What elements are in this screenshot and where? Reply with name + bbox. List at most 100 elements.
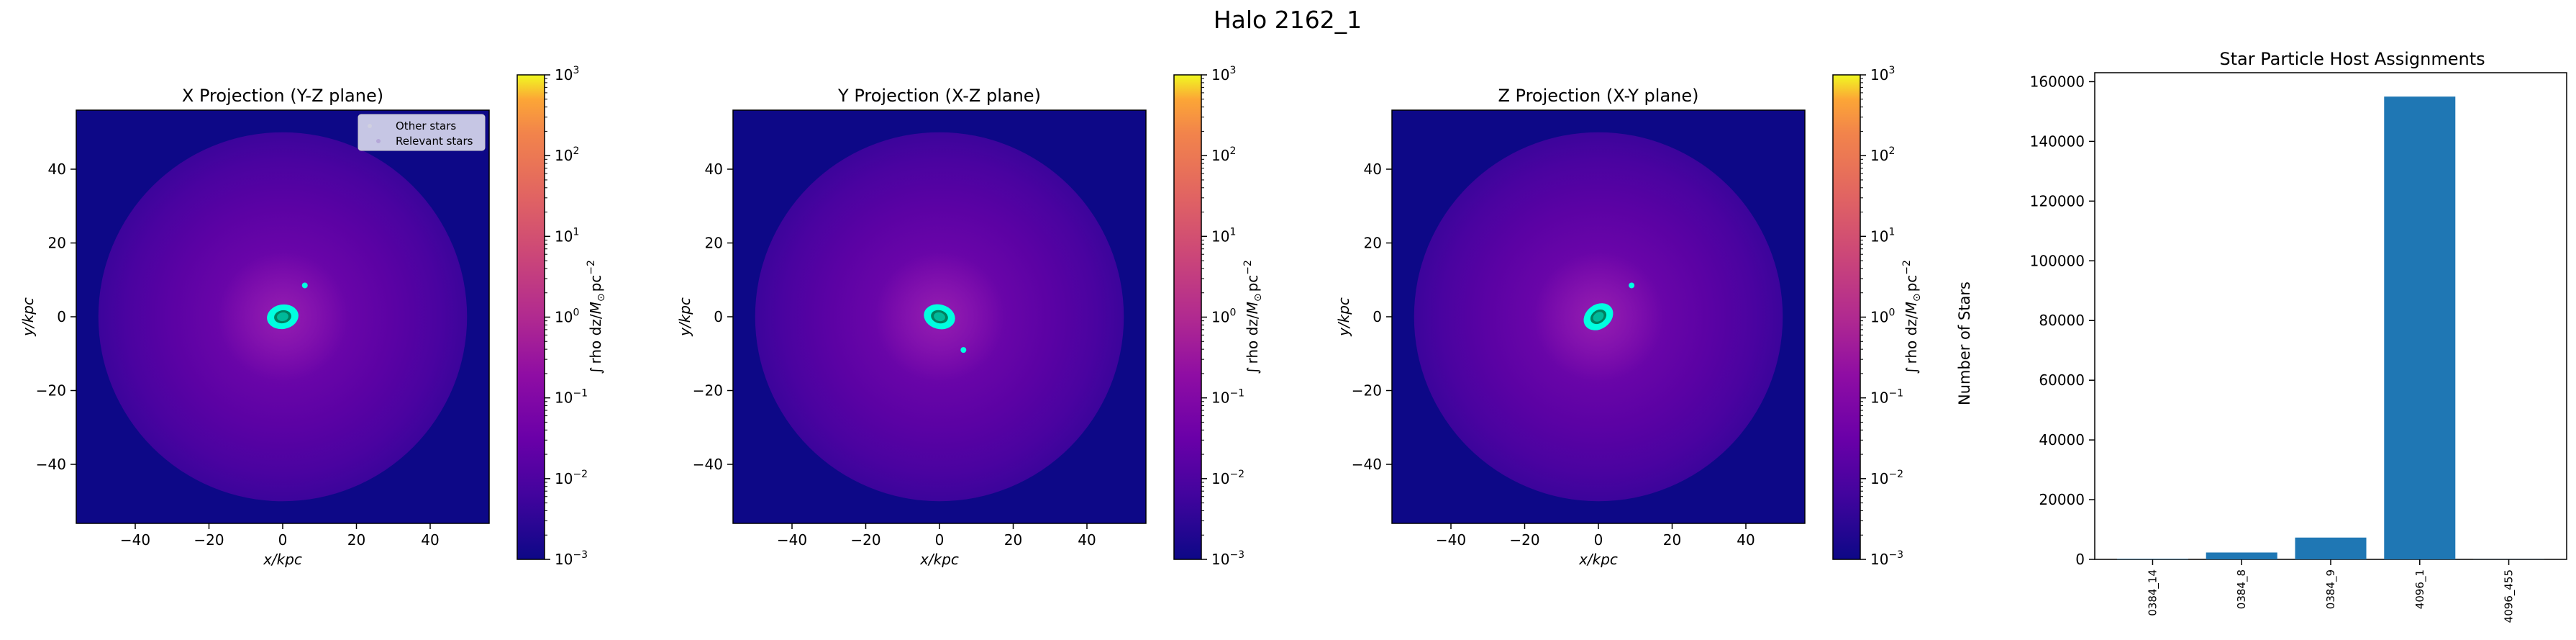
colorbar-label-part: M bbox=[1244, 302, 1261, 314]
other-stars-core bbox=[931, 310, 948, 324]
bar-x-tick-label: 0384_14 bbox=[2146, 569, 2159, 616]
x-axis-label: x/kpc bbox=[1578, 551, 1618, 568]
colorbar-tick-exponent: 1 bbox=[1229, 226, 1236, 238]
x-tick-label: −40 bbox=[120, 531, 150, 549]
colorbar-tick-base: 10 bbox=[1870, 309, 1888, 326]
colorbar-tick-base: 10 bbox=[1870, 551, 1888, 568]
colorbar-label-part: ∫ bbox=[1903, 367, 1920, 374]
y-tick-label: −40 bbox=[36, 456, 66, 473]
colorbar-label-part: pc bbox=[1903, 275, 1920, 292]
x-tick-label: 40 bbox=[1737, 531, 1754, 549]
colorbar-tick-label: 100 bbox=[1211, 307, 1236, 326]
y-axis-label: y/kpc bbox=[19, 297, 37, 337]
colorbar-tick-base: 10 bbox=[555, 389, 573, 407]
bar-marks: 0384_14 0384_8 0384_9 4096_1 4096_455 0 20000 4… bbox=[2030, 72, 2567, 623]
bar-chart: Star Particle Host Assignments Number of… bbox=[1956, 49, 2567, 623]
legend-label-other: Other stars bbox=[396, 120, 456, 132]
panel-title: Y Projection (X-Z plane) bbox=[837, 86, 1041, 106]
relevant-stars-core bbox=[1593, 312, 1604, 322]
other-stars-core bbox=[274, 310, 291, 324]
y-tick-label: −20 bbox=[693, 382, 723, 400]
colorbar-tick-label: 101 bbox=[1211, 226, 1236, 245]
colorbar-tick-base: 10 bbox=[555, 309, 573, 326]
colorbar-tick-label: 10−1 bbox=[1211, 388, 1244, 407]
colorbar-tick-label: 10−1 bbox=[555, 388, 588, 407]
other-stars-core bbox=[1590, 309, 1607, 325]
bar-y-tick-label: 20000 bbox=[2039, 491, 2085, 508]
colorbar-tick-exponent: −3 bbox=[1229, 549, 1244, 561]
colorbar-tick-base: 10 bbox=[1211, 470, 1229, 487]
colorbar-tick-base: 10 bbox=[1870, 470, 1888, 487]
bar-x-tick-label: 4096_1 bbox=[2413, 569, 2427, 609]
colorbar-tick-base: 10 bbox=[555, 227, 573, 245]
colorbar-tick-label: 103 bbox=[1211, 65, 1236, 84]
colorbar-tick-exponent: 3 bbox=[1229, 65, 1236, 76]
colorbar-tick-label: 102 bbox=[1211, 145, 1236, 164]
colorbar-tick-base: 10 bbox=[1211, 66, 1229, 84]
colorbar-tick-exponent: 1 bbox=[573, 226, 579, 238]
x-tick-label: 0 bbox=[935, 531, 945, 549]
colorbar-label-part: pc bbox=[587, 275, 604, 292]
colorbar-tick-label: 10−3 bbox=[555, 549, 588, 568]
colorbar-tick-label: 102 bbox=[1870, 145, 1895, 164]
colorbar-label-part: ∫ bbox=[587, 367, 604, 374]
colorbar-tick-base: 10 bbox=[555, 470, 573, 487]
bar-0384_8 bbox=[2206, 552, 2277, 559]
colorbar-label: ∫ rho dz/M⊙pc−2 bbox=[1242, 260, 1264, 374]
colorbar-tick-label: 10−3 bbox=[1211, 549, 1244, 568]
x-tick-label: 0 bbox=[278, 531, 288, 549]
bar-y-tick-label: 0 bbox=[2075, 551, 2085, 568]
satellite-star bbox=[960, 347, 967, 353]
colorbar-label-part: rho dz/ bbox=[587, 314, 604, 364]
bar-y-tick-label: 40000 bbox=[2039, 431, 2085, 449]
colorbar-label-part: ⊙ bbox=[1252, 293, 1264, 302]
bar-x-tick-label: 4096_455 bbox=[2503, 569, 2516, 623]
legend-label-relevant: Relevant stars bbox=[396, 135, 473, 148]
colorbar-tick-exponent: 0 bbox=[1888, 307, 1895, 319]
bar-chart-title: Star Particle Host Assignments bbox=[2219, 49, 2485, 69]
x-tick-label: 40 bbox=[1078, 531, 1096, 549]
y-tick-label: 20 bbox=[1364, 235, 1382, 252]
colorbar-tick-label: 10−1 bbox=[1870, 388, 1903, 407]
colorbar-tick-label: 10−2 bbox=[555, 469, 588, 487]
colorbar-label-part: −2 bbox=[1901, 260, 1913, 275]
colorbar-tick-base: 10 bbox=[1211, 227, 1229, 245]
bar-y-tick-label: 140000 bbox=[2030, 132, 2085, 150]
bar-0384_9 bbox=[2295, 537, 2367, 559]
colorbar-tick-label: 102 bbox=[555, 145, 579, 164]
colorbar-tick-label: 10−3 bbox=[1870, 549, 1903, 568]
colorbar-tick-exponent: −2 bbox=[1888, 469, 1903, 480]
bar-y-tick-label: 120000 bbox=[2030, 192, 2085, 209]
colorbar-label-part: ∫ bbox=[1244, 367, 1261, 374]
legend-marker-relevant bbox=[376, 139, 381, 143]
colorbar-tick-exponent: 3 bbox=[573, 65, 579, 76]
colorbar-label-part: ⊙ bbox=[596, 293, 607, 302]
x-tick-label: −20 bbox=[850, 531, 880, 549]
y-axis-label: y/kpc bbox=[676, 297, 693, 337]
y-tick-label: 40 bbox=[1364, 161, 1382, 178]
colorbar-tick-base: 10 bbox=[555, 147, 573, 164]
y-tick-label: 40 bbox=[48, 161, 66, 178]
colorbar-label-part: ⊙ bbox=[1911, 293, 1923, 302]
x-tick-label: −20 bbox=[1509, 531, 1539, 549]
colorbar-tick-base: 10 bbox=[1211, 389, 1229, 407]
y-tick-label: −40 bbox=[1352, 456, 1382, 473]
bar-axes-frame bbox=[2094, 72, 2567, 560]
figure-title: Halo 2162_1 bbox=[1214, 6, 1362, 34]
colorbar-tick-exponent: −2 bbox=[1229, 469, 1244, 480]
satellite-star bbox=[1629, 282, 1635, 289]
colorbar-label-part: pc bbox=[1244, 275, 1261, 292]
satellite-star bbox=[301, 282, 308, 289]
colorbar-tick-base: 10 bbox=[555, 66, 573, 84]
x-tick-label: 40 bbox=[421, 531, 439, 549]
colorbar-tick-base: 10 bbox=[1870, 389, 1888, 407]
colorbar-tick-exponent: −3 bbox=[573, 549, 588, 561]
relevant-stars-core bbox=[277, 312, 288, 322]
legend-box bbox=[358, 114, 486, 151]
y-tick-label: −20 bbox=[1352, 382, 1382, 400]
colorbar-label: ∫ rho dz/M⊙pc−2 bbox=[586, 260, 607, 374]
y-tick-label: 0 bbox=[714, 308, 723, 325]
